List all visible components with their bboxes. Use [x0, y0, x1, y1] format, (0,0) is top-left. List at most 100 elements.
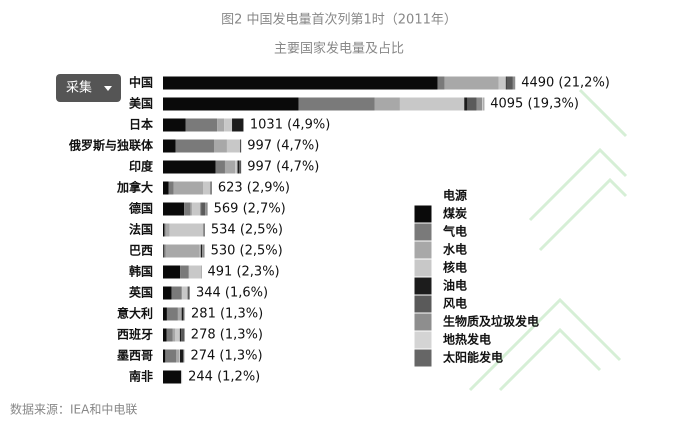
bar-segment — [163, 77, 438, 90]
value-label: 278 (1,3%) — [191, 328, 263, 343]
bar-segment — [484, 98, 485, 111]
legend-swatch — [414, 313, 432, 331]
bar-segment — [182, 308, 184, 321]
value-label: 281 (1,3%) — [191, 307, 263, 322]
bar-segment — [224, 119, 232, 132]
bar-segment — [167, 308, 178, 321]
legend-swatch — [414, 205, 432, 223]
y-tick-label: 俄罗斯与独联体 — [68, 138, 154, 153]
value-label: 491 (2,3%) — [208, 265, 280, 280]
value-label: 244 (1,2%) — [188, 370, 260, 385]
bar-segment — [163, 371, 181, 384]
legend-label: 煤炭 — [443, 206, 467, 221]
y-tick-label: 西班牙 — [117, 327, 153, 342]
chart-title: 图2 中国发电量首次列第1时（2011年） — [221, 12, 457, 28]
bar-segment — [482, 98, 483, 111]
bar-segment — [217, 119, 224, 132]
bar-segment — [163, 350, 165, 363]
bar-segment — [166, 224, 170, 237]
legend-swatch — [414, 331, 432, 349]
y-tick-label: 德国 — [129, 201, 153, 216]
bar-segment — [163, 161, 216, 174]
bar-segment — [225, 161, 235, 174]
bar-segment — [464, 98, 467, 111]
bar-segment — [205, 203, 208, 216]
legend-label: 水电 — [443, 242, 467, 257]
bar-segment — [235, 161, 237, 174]
bar-segment — [163, 287, 172, 300]
legend-label: 核电 — [443, 260, 467, 275]
value-label: 997 (4,7%) — [247, 139, 319, 154]
legend-swatch — [414, 349, 432, 367]
collect-button[interactable]: 采集 — [56, 74, 121, 102]
bar-segment — [299, 98, 375, 111]
bar-segment — [239, 161, 241, 174]
bar-segment — [167, 329, 173, 342]
bar-segment — [189, 266, 190, 279]
legend-swatch — [414, 277, 432, 295]
y-tick-label: 法国 — [129, 222, 153, 237]
bar-segment — [164, 224, 165, 237]
legend-label: 地热发电 — [443, 332, 491, 347]
bar-segment — [172, 287, 182, 300]
bar-segment — [184, 203, 190, 216]
bar-segment — [201, 203, 205, 216]
bar-segment — [176, 140, 214, 153]
bar-segment — [174, 182, 203, 195]
bar-segment — [180, 266, 189, 279]
legend-swatch — [414, 295, 432, 313]
bar-segment — [189, 287, 190, 300]
bar-segment — [232, 119, 243, 132]
button-label[interactable]: 采集 — [66, 80, 92, 96]
value-label: 4490 (21,2%) — [521, 76, 610, 91]
bar-segment — [188, 287, 189, 300]
legend-label: 气电 — [442, 224, 467, 239]
bar-segment — [203, 182, 210, 195]
bar-segment — [163, 266, 180, 279]
y-tick-label: 印度 — [129, 159, 154, 174]
bar-segment — [163, 98, 299, 111]
value-label: 1031 (4,9%) — [250, 118, 330, 133]
y-tick-label: 巴西 — [129, 244, 153, 258]
bar-segment — [400, 98, 464, 111]
legend-label: 生物质及垃圾发电 — [443, 314, 539, 329]
legend-label: 太阳能发电 — [443, 350, 503, 365]
bar-segment — [175, 329, 180, 342]
y-tick-label: 意大利 — [117, 306, 153, 321]
bar-segment — [163, 224, 164, 237]
bar-segment — [477, 98, 482, 111]
bar-segment — [201, 203, 202, 216]
bar-segment — [165, 350, 176, 363]
source-note: 数据来源：IEA和中电联 — [10, 402, 137, 417]
bar-segment — [204, 224, 205, 237]
legend-label: 风电 — [443, 296, 467, 311]
bar-segment — [190, 203, 192, 216]
value-label: 4095 (19,3%) — [490, 97, 579, 112]
legend-swatch — [414, 241, 432, 259]
bar-segment — [186, 119, 217, 132]
bar-segment — [181, 371, 182, 384]
bar-segment — [375, 98, 400, 111]
bar-segment — [183, 308, 184, 321]
bar-segment — [173, 329, 176, 342]
bar-segment — [507, 77, 513, 90]
bar-segment — [163, 182, 168, 195]
bar-segment — [182, 287, 187, 300]
bar-segment — [201, 245, 202, 258]
bar-segment — [180, 329, 181, 342]
bar-segment — [227, 140, 240, 153]
y-tick-label: 加拿大 — [116, 180, 153, 195]
bar-segment — [438, 77, 445, 90]
bar-segment — [168, 182, 173, 195]
value-label: 344 (1,6%) — [196, 286, 268, 301]
bar-segment — [202, 245, 204, 258]
y-tick-label: 墨西哥 — [117, 349, 153, 363]
legend-swatch — [414, 259, 432, 277]
bar-segment — [181, 329, 184, 342]
bar-segment — [216, 161, 225, 174]
value-label: 534 (2,5%) — [211, 223, 283, 238]
y-tick-label: 美国 — [129, 96, 153, 111]
value-label: 623 (2,9%) — [218, 181, 290, 196]
